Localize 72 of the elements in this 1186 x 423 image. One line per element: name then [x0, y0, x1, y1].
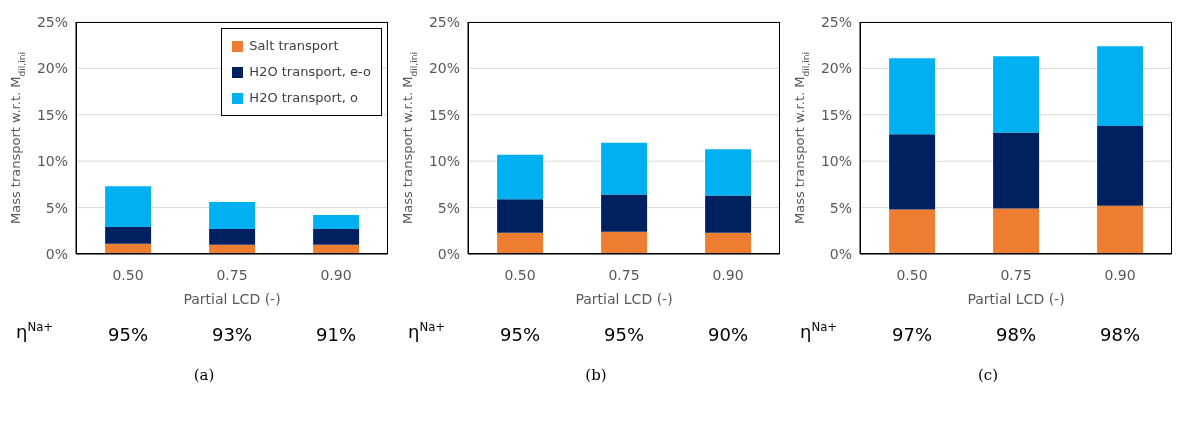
y-tick-label: 0%: [45, 245, 68, 262]
bar: [1097, 125, 1144, 206]
text: 91%: [315, 324, 356, 345]
x-tick-label: 0.90: [320, 266, 352, 283]
text: 90%: [707, 324, 748, 345]
text: η$^{Na+}$: [408, 320, 446, 342]
x-tick-label: 0.50: [504, 266, 536, 283]
bar: [497, 232, 544, 254]
y-tick-label: 10%: [820, 153, 852, 170]
text: 93%: [211, 324, 252, 345]
bar: [705, 149, 752, 196]
y-tick-label: 25%: [428, 13, 460, 30]
bar: [889, 209, 936, 254]
x-tick-label: 0.75: [608, 266, 640, 283]
y-tick-label: 15%: [36, 106, 68, 123]
text: η$^{Na+}$: [16, 320, 54, 342]
bar: [313, 215, 360, 229]
x-axis-title: Partial LCD (-): [183, 291, 281, 307]
bar: [209, 228, 256, 245]
bar: [497, 199, 544, 233]
y-tick-label: 25%: [36, 13, 68, 30]
y-tick-label: 15%: [428, 106, 460, 123]
bar: [601, 231, 648, 254]
bar: [889, 134, 936, 210]
legend-label: H2O transport, e-o: [249, 63, 371, 81]
legend-label: H2O transport, o: [249, 89, 359, 107]
bar: [105, 186, 152, 228]
text: 98%: [1099, 324, 1140, 345]
bar: [993, 208, 1040, 254]
x-tick-label: 0.50: [112, 266, 144, 283]
text: η$^{Na+}$: [800, 320, 838, 342]
bar: [993, 132, 1040, 209]
y-tick-label: 0%: [437, 245, 460, 262]
bar: [601, 142, 648, 195]
y-tick-label: 5%: [45, 199, 68, 216]
bar: [705, 232, 752, 254]
text: 97%: [891, 324, 932, 345]
y-tick-label: 20%: [428, 60, 460, 77]
bar: [705, 195, 752, 233]
x-axis-title: Partial LCD (-): [967, 291, 1065, 307]
y-tick-label: 15%: [820, 106, 852, 123]
x-axis-title: Partial LCD (-): [575, 291, 673, 307]
text: 95%: [499, 324, 540, 345]
bar: [497, 154, 544, 200]
bar: [993, 56, 1040, 133]
bar: [889, 58, 936, 135]
legend-label: Salt transport: [249, 37, 339, 55]
text: (c): [977, 366, 999, 384]
x-tick-label: 0.75: [1000, 266, 1032, 283]
text: 95%: [603, 324, 644, 345]
x-tick-label: 0.90: [712, 266, 744, 283]
y-tick-label: 5%: [829, 199, 852, 216]
text: (a): [193, 366, 215, 384]
text: 98%: [995, 324, 1036, 345]
y-tick-label: 0%: [829, 245, 852, 262]
x-tick-label: 0.50: [896, 266, 928, 283]
bar: [1097, 46, 1144, 126]
y-tick-label: 25%: [820, 13, 852, 30]
y-tick-label: 20%: [36, 60, 68, 77]
x-tick-label: 0.75: [216, 266, 248, 283]
x-tick-label: 0.90: [1104, 266, 1136, 283]
text: 95%: [107, 324, 148, 345]
y-tick-label: 5%: [437, 199, 460, 216]
y-tick-label: 20%: [820, 60, 852, 77]
bar: [105, 227, 152, 244]
bar: [313, 228, 360, 245]
bar: [209, 202, 256, 229]
y-tick-label: 10%: [36, 153, 68, 170]
bar: [1097, 205, 1144, 254]
bar: [601, 194, 648, 232]
y-tick-label: 10%: [428, 153, 460, 170]
text: (b): [585, 366, 607, 384]
